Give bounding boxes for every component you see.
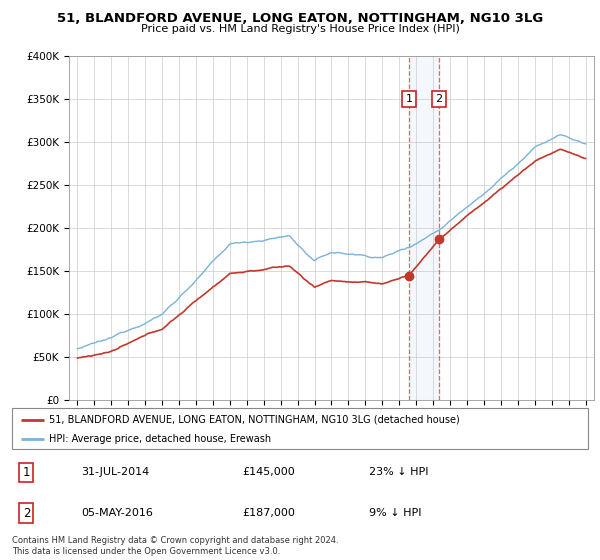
Text: 1: 1	[406, 94, 413, 104]
Text: 31-JUL-2014: 31-JUL-2014	[81, 468, 149, 477]
Text: 51, BLANDFORD AVENUE, LONG EATON, NOTTINGHAM, NG10 3LG (detached house): 51, BLANDFORD AVENUE, LONG EATON, NOTTIN…	[49, 415, 460, 424]
Text: 23% ↓ HPI: 23% ↓ HPI	[369, 468, 428, 477]
Text: 2: 2	[23, 507, 30, 520]
Text: Price paid vs. HM Land Registry's House Price Index (HPI): Price paid vs. HM Land Registry's House …	[140, 24, 460, 34]
Text: HPI: Average price, detached house, Erewash: HPI: Average price, detached house, Erew…	[49, 434, 272, 444]
Bar	[409, 56, 439, 400]
Text: 1: 1	[23, 466, 30, 479]
Text: 2: 2	[436, 94, 442, 104]
Text: 51, BLANDFORD AVENUE, LONG EATON, NOTTINGHAM, NG10 3LG: 51, BLANDFORD AVENUE, LONG EATON, NOTTIN…	[57, 12, 543, 25]
Text: £187,000: £187,000	[242, 508, 295, 518]
Text: 05-MAY-2016: 05-MAY-2016	[81, 508, 153, 518]
Text: 9% ↓ HPI: 9% ↓ HPI	[369, 508, 422, 518]
Text: £145,000: £145,000	[242, 468, 295, 477]
Text: Contains HM Land Registry data © Crown copyright and database right 2024.
This d: Contains HM Land Registry data © Crown c…	[12, 536, 338, 556]
